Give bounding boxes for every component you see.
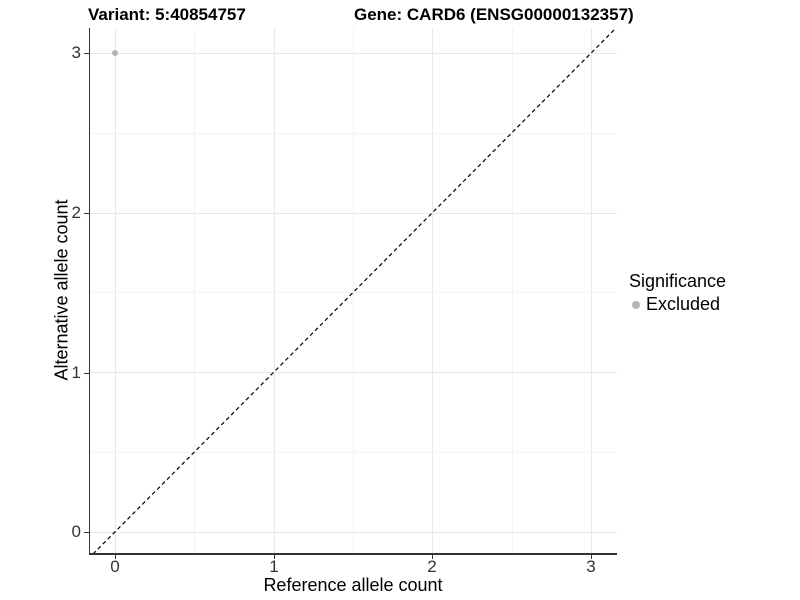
y-tick-label-0: 0 (71, 522, 81, 541)
legend-key-dot-icon (632, 300, 640, 309)
y-tick-3 (84, 52, 89, 54)
gridline-x1_5 (353, 28, 354, 553)
x-tick-0 (114, 554, 116, 559)
y-axis-title: Alternative allele count (51, 199, 72, 381)
y-axis-line (88, 28, 90, 554)
x-axis-line (88, 553, 617, 555)
plot-title-variant: Variant: 5:40854757 (88, 5, 246, 24)
data-point-excluded (112, 50, 118, 56)
legend-item-excluded: Excluded (629, 294, 726, 315)
plot-title-gene: Gene: CARD6 (ENSG00000132357) (354, 5, 634, 24)
y-tick-label-3: 3 (71, 43, 81, 62)
gridline-x2 (432, 28, 433, 553)
y-tick-2 (84, 212, 89, 214)
x-axis-title: Reference allele count (263, 575, 443, 595)
gridline-x3 (591, 28, 592, 553)
legend-item-label: Excluded (646, 294, 721, 314)
gridline-x0_5 (194, 28, 195, 553)
x-tick-label-2: 2 (427, 557, 437, 576)
y-tick-label-2: 2 (71, 203, 81, 222)
plot-panel (90, 28, 617, 553)
gridline-x1 (274, 28, 275, 553)
gridline-x2_5 (512, 28, 513, 553)
y-tick-0 (84, 531, 89, 533)
y-tick-1 (84, 372, 89, 374)
x-tick-2 (431, 554, 433, 559)
x-tick-1 (273, 554, 275, 559)
x-tick-label-1: 1 (269, 557, 279, 576)
x-tick-3 (590, 554, 592, 559)
gridline-x0 (115, 28, 116, 553)
legend-title: Significance (629, 271, 727, 291)
x-tick-label-3: 3 (586, 557, 596, 576)
legend: Significance Excluded (629, 271, 726, 315)
y-tick-label-1: 1 (71, 363, 81, 382)
identity-line (93, 28, 617, 553)
x-tick-label-0: 0 (110, 557, 120, 576)
